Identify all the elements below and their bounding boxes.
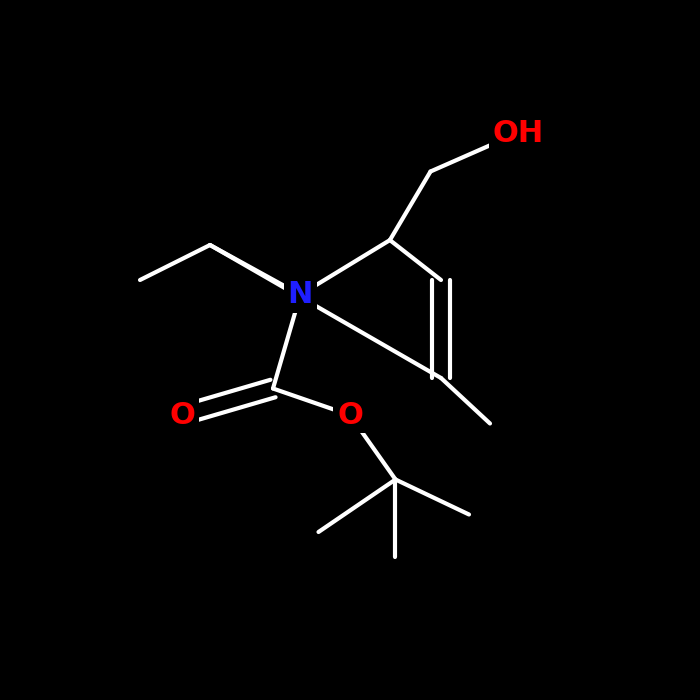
Text: O: O (169, 400, 195, 430)
Text: N: N (288, 280, 313, 309)
Text: O: O (337, 400, 363, 430)
Text: OH: OH (492, 118, 544, 148)
